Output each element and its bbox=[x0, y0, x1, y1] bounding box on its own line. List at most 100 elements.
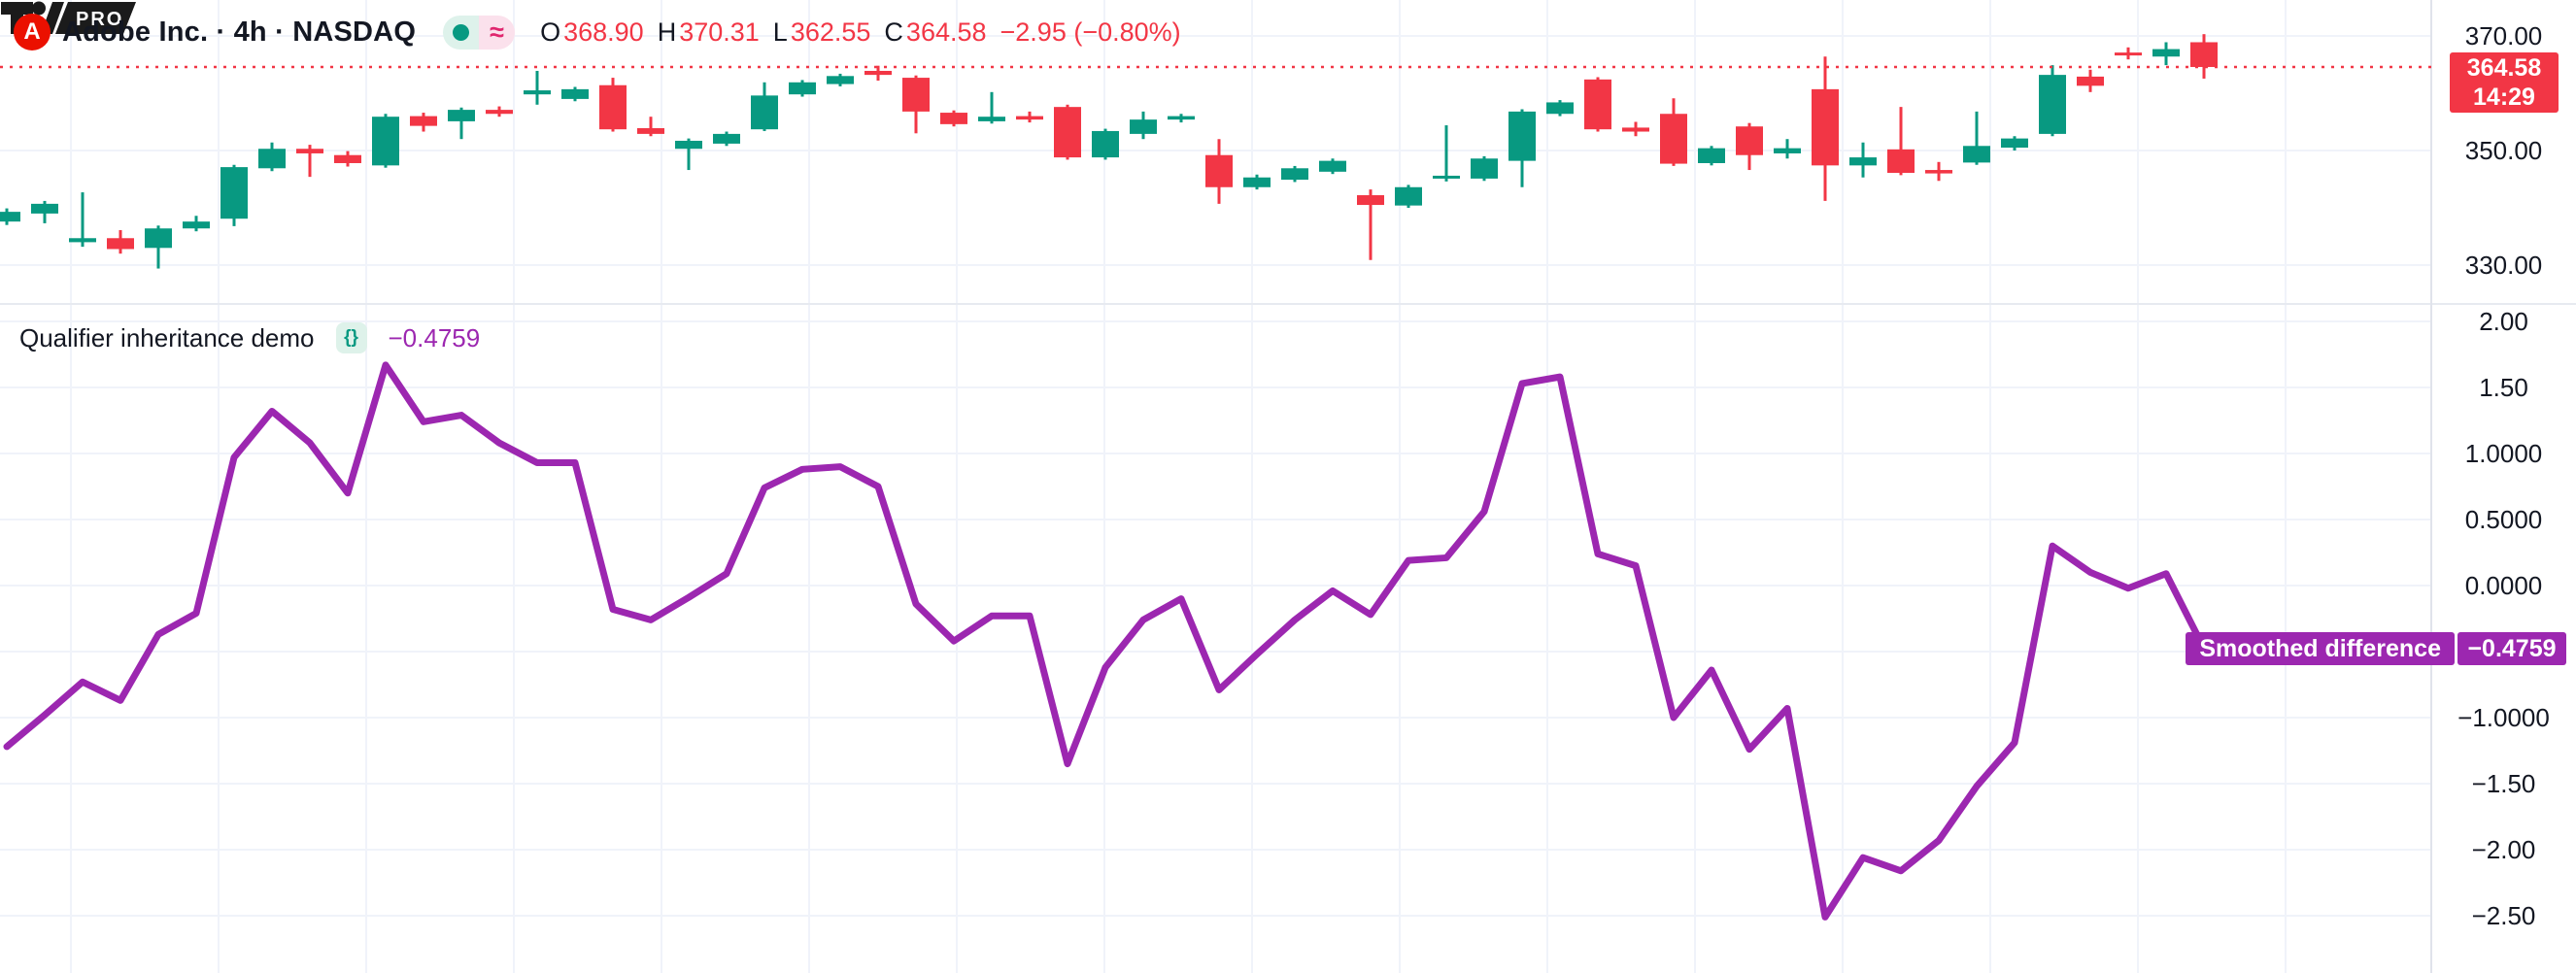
open-label: O bbox=[540, 17, 561, 47]
candle-body bbox=[1243, 177, 1271, 187]
candle bbox=[107, 230, 134, 254]
candle-body bbox=[1016, 116, 1043, 120]
indicator-line-layer bbox=[3, 361, 2208, 921]
candle-body bbox=[1357, 195, 1384, 206]
symbol-title[interactable]: Adobe Inc. · 4h · NASDAQ bbox=[62, 16, 417, 48]
indicator-tick-label: 0.0000 bbox=[2464, 571, 2543, 600]
candle bbox=[1357, 189, 1384, 260]
source-code-icon[interactable]: {} bbox=[335, 322, 367, 353]
candle bbox=[2115, 47, 2142, 60]
symbol-status-pills[interactable]: ≈ bbox=[443, 15, 516, 50]
low-label: L bbox=[772, 17, 788, 47]
candle-body bbox=[372, 117, 399, 166]
candle bbox=[2077, 69, 2104, 92]
indicator-tick-label: −2.50 bbox=[2471, 901, 2536, 930]
candle bbox=[69, 192, 96, 248]
indicator-tick-label: 1.0000 bbox=[2464, 439, 2543, 468]
candle-body bbox=[145, 228, 172, 249]
candle-body bbox=[940, 113, 967, 124]
candle-body bbox=[827, 76, 854, 84]
close-label: C bbox=[884, 17, 903, 47]
indicator-tick-label: 2.00 bbox=[2479, 307, 2528, 336]
candle bbox=[1205, 139, 1233, 204]
candle-body bbox=[2190, 42, 2218, 67]
indicator-tick-label: −1.50 bbox=[2471, 769, 2536, 798]
candle-body bbox=[789, 82, 816, 95]
candles-layer bbox=[0, 34, 2218, 269]
indicator-tick-label: 1.50 bbox=[2479, 373, 2528, 402]
candle bbox=[1168, 114, 1195, 123]
market-status-pill[interactable] bbox=[443, 15, 480, 50]
price-tick-label: 370.00 bbox=[2464, 21, 2543, 50]
candle-body bbox=[2039, 75, 2066, 134]
close-value: 364.58 bbox=[905, 17, 987, 47]
candle-body bbox=[1622, 127, 1649, 132]
price-tick-label: 350.00 bbox=[2464, 136, 2543, 165]
candle bbox=[1925, 161, 1952, 182]
candle-body bbox=[410, 116, 437, 126]
candle bbox=[334, 151, 361, 167]
candle-body bbox=[1130, 119, 1157, 134]
candle bbox=[940, 110, 967, 127]
candle-body bbox=[561, 88, 589, 99]
candle bbox=[1471, 155, 1498, 182]
change-value: −2.95 (−0.80%) bbox=[1000, 17, 1181, 47]
candle-body bbox=[637, 127, 664, 134]
candle bbox=[2190, 34, 2218, 79]
high-value: 370.31 bbox=[679, 17, 760, 47]
candle bbox=[675, 138, 702, 171]
candle-body bbox=[1736, 126, 1763, 155]
candle-body bbox=[2152, 49, 2180, 57]
candle bbox=[486, 106, 513, 117]
candle-body bbox=[448, 110, 475, 121]
candle-body bbox=[1471, 158, 1498, 179]
candle-body bbox=[751, 95, 778, 130]
candle bbox=[220, 164, 248, 226]
candle bbox=[1698, 146, 1725, 166]
candle bbox=[183, 216, 210, 232]
candle bbox=[751, 82, 778, 131]
candle-body bbox=[864, 70, 892, 76]
candle bbox=[1736, 122, 1763, 171]
candle-body bbox=[1319, 160, 1346, 172]
indicator-line-label[interactable]: Smoothed difference bbox=[2186, 631, 2455, 665]
low-value: 362.55 bbox=[790, 17, 871, 47]
tradingview-mark-dot bbox=[32, 1, 46, 16]
candle-body bbox=[69, 238, 96, 243]
indicator-title[interactable]: Qualifier inheritance demo bbox=[19, 322, 315, 352]
approx-data-pill[interactable]: ≈ bbox=[479, 15, 516, 50]
candle-body bbox=[902, 78, 930, 112]
candle bbox=[1508, 109, 1536, 187]
candle bbox=[448, 107, 475, 140]
candle-body bbox=[2077, 76, 2104, 86]
ohlc-readout: O 368.90 H 370.31 L 362.55 C 364.58 −2.95 (−… bbox=[540, 17, 1181, 48]
candle-body bbox=[1774, 148, 1801, 153]
candle-body bbox=[258, 149, 286, 169]
candle-body bbox=[1698, 148, 1725, 163]
candle-body bbox=[1395, 186, 1422, 206]
candle bbox=[637, 117, 664, 137]
candle-body bbox=[1925, 170, 1952, 174]
candle-body bbox=[1584, 79, 1611, 130]
candle bbox=[827, 73, 854, 86]
candle-body bbox=[220, 167, 248, 219]
candle bbox=[1130, 111, 1157, 140]
indicator-tick-label: 0.5000 bbox=[2464, 505, 2543, 534]
open-value: 368.90 bbox=[563, 17, 644, 47]
candle bbox=[410, 113, 437, 132]
indicator-header[interactable]: Qualifier inheritance demo {} −0.4759 bbox=[19, 320, 480, 355]
candle-body bbox=[486, 110, 513, 115]
candle bbox=[1054, 104, 1081, 160]
candle bbox=[296, 145, 323, 178]
candle-body bbox=[1887, 149, 1915, 174]
tradingview-pro-logo[interactable]: PRO bbox=[1, 1, 136, 35]
market-open-dot-icon bbox=[453, 23, 470, 41]
candle-body bbox=[2115, 52, 2142, 56]
last-price-time: 14:29 bbox=[2473, 83, 2535, 111]
candle bbox=[1546, 100, 1574, 117]
candle bbox=[1812, 56, 1839, 201]
candle bbox=[2152, 42, 2180, 66]
